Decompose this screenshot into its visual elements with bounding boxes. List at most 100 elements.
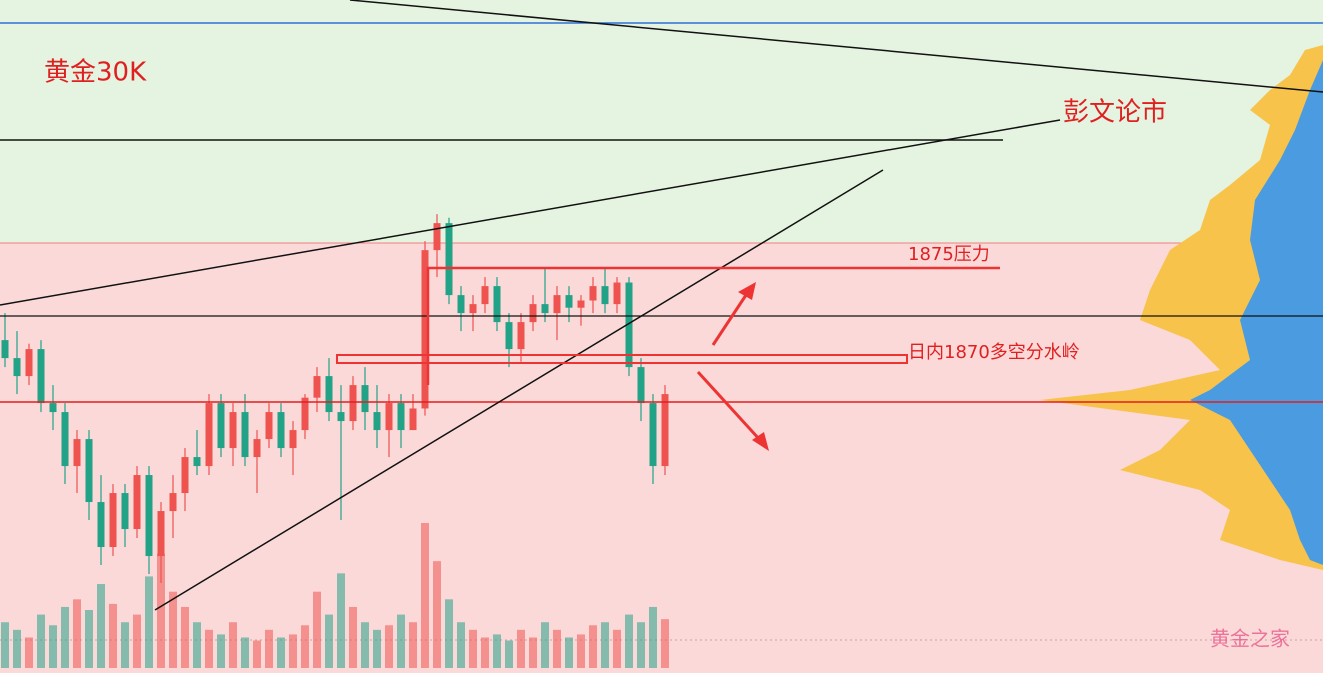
volume-bar [661, 619, 669, 668]
resistance-box [426, 266, 1000, 385]
candle-body [457, 295, 465, 314]
volume-bar [373, 629, 381, 668]
candle-body [109, 493, 117, 548]
candle-body [253, 439, 261, 458]
volume-bar [169, 591, 177, 668]
pivot-box [336, 354, 908, 364]
volume-bar [337, 573, 345, 668]
volume-bar [493, 634, 501, 668]
volume-bar [553, 629, 561, 668]
candle-body [229, 412, 237, 449]
candle-body [25, 349, 33, 377]
volume-bar [517, 629, 525, 668]
volume-bar [145, 576, 153, 668]
candle-body [181, 457, 189, 494]
arrow-up [711, 291, 750, 346]
candle-body [265, 412, 273, 440]
candle-body [493, 286, 501, 323]
candle-body [661, 394, 669, 467]
candle-body [373, 412, 381, 431]
candle-body [385, 403, 393, 431]
candle-body [133, 475, 141, 530]
volume-bar [601, 622, 609, 668]
candle-body [565, 295, 573, 308]
volume-bar [649, 606, 657, 668]
volume-bar [289, 634, 297, 668]
candle-body [421, 250, 429, 409]
volume-bar [457, 622, 465, 668]
candle-body [625, 282, 633, 368]
volume-bar [481, 637, 489, 668]
volume-bar [421, 523, 429, 668]
candle-body [445, 223, 453, 296]
volume-bar [637, 622, 645, 668]
candle-body [85, 439, 93, 503]
candle-body [349, 385, 357, 422]
candle-body [289, 430, 297, 449]
volume-bar [217, 634, 225, 668]
candle-body [241, 412, 249, 458]
volume-bar [613, 629, 621, 668]
candle-body [577, 300, 585, 308]
volume-bar [13, 629, 21, 668]
candle-body [529, 304, 537, 323]
candle-body [325, 376, 333, 413]
volume-bar [25, 637, 33, 668]
volume-bar [157, 553, 165, 668]
volume-bar [385, 625, 393, 668]
pivot-label: 日内1870多空分水岭 [908, 342, 1080, 363]
trend-line [154, 169, 884, 611]
candle-body [601, 286, 609, 305]
candle-body [481, 286, 489, 305]
profile-blue [1190, 60, 1323, 565]
volume-bar [241, 637, 249, 668]
volume-bar [445, 599, 453, 668]
volume-bar [577, 634, 585, 668]
volume-bar [1, 622, 9, 668]
candle-body [13, 358, 21, 377]
candle-body [337, 412, 345, 422]
candle-body [37, 349, 45, 404]
candle-body [541, 304, 549, 314]
candle-body [193, 457, 201, 467]
candle-body [589, 286, 597, 301]
volume-bar [349, 606, 357, 668]
candle-body [61, 412, 69, 467]
volume-bar [325, 614, 333, 668]
arrow-down [696, 370, 762, 442]
volume-bar [277, 637, 285, 668]
volume-bar [61, 606, 69, 668]
volume-bar [193, 622, 201, 668]
volume-bar [589, 625, 597, 668]
trend-line [0, 119, 1061, 306]
candle-body [121, 493, 129, 530]
volume-bar [133, 614, 141, 668]
candle-body [205, 403, 213, 467]
candle-body [553, 295, 561, 314]
volume-profile [1040, 45, 1323, 570]
candle-body [433, 223, 441, 251]
volume-bar [49, 625, 57, 668]
candle-body [145, 475, 153, 557]
candle-body [397, 403, 405, 431]
candle-body [469, 304, 477, 314]
candle-body [517, 322, 525, 350]
arrow-head [752, 432, 769, 451]
volume-bar [565, 637, 573, 668]
chart-title: 黄金30K [44, 58, 147, 88]
candle-body [97, 502, 105, 548]
author-label: 彭文论市 [1063, 98, 1167, 128]
candle-body [361, 385, 369, 413]
candle-body [217, 403, 225, 449]
volume-bar [409, 622, 417, 668]
candle-body [649, 403, 657, 467]
volume-bar [625, 614, 633, 668]
volume-bar [433, 561, 441, 668]
volume-bar [229, 622, 237, 668]
volume-bar [397, 614, 405, 668]
volume-bar [469, 629, 477, 668]
candle-body [73, 439, 81, 467]
green-zone [0, 0, 1323, 243]
volume-bar [265, 629, 273, 668]
